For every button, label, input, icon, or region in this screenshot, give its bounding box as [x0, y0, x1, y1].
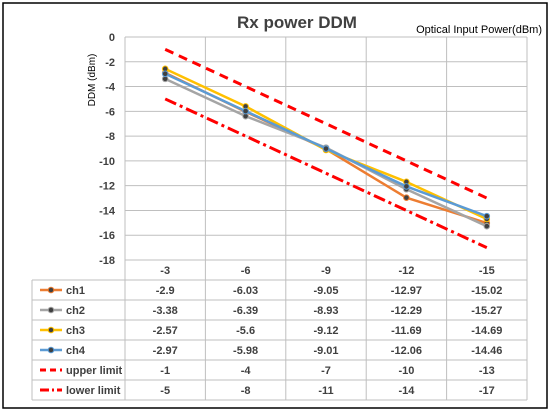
- legend-label: ch1: [66, 285, 85, 297]
- table-cell: -6.03: [233, 285, 258, 297]
- y-tick-labels: 0 -2 -4 -6 -8 -10 -12 -14 -16 -18: [99, 32, 116, 267]
- data-point: [403, 183, 410, 190]
- table-cell: -8.93: [313, 305, 338, 317]
- table-cell: -10: [398, 365, 414, 377]
- y-tick-label: -2: [105, 57, 115, 69]
- table-cell: -14.69: [471, 325, 502, 337]
- data-point: [403, 194, 410, 201]
- legend-label: upper limit: [66, 365, 123, 377]
- table-cell: -13: [479, 365, 495, 377]
- y-tick-label: -10: [99, 156, 115, 168]
- table-cell: -2.97: [153, 345, 178, 357]
- y-tick-label: -8: [105, 131, 115, 143]
- table-cell: -9.05: [313, 285, 338, 297]
- table-cell: -5.98: [233, 345, 258, 357]
- table-cell: -8: [241, 385, 251, 397]
- table-cell: -4: [241, 365, 252, 377]
- y-tick-label: -18: [99, 255, 115, 267]
- table-cell: -9.01: [313, 345, 338, 357]
- legend-key-marker: [47, 326, 55, 334]
- series-lines: [161, 48, 491, 249]
- table-cell: -5: [160, 385, 170, 397]
- table-cell: -12.97: [391, 285, 422, 297]
- x-tick-label: -3: [160, 265, 170, 277]
- data-point: [483, 212, 491, 220]
- table-cell: -3.38: [153, 305, 178, 317]
- legend-key-marker: [47, 346, 55, 354]
- legend-key-marker: [47, 286, 55, 294]
- table-cell: -17: [479, 385, 495, 397]
- y-axis-label: DDM (dBm): [87, 54, 98, 107]
- table-cell: -12.06: [391, 345, 422, 357]
- table-cell: -7: [321, 365, 331, 377]
- legend-label: lower limit: [66, 385, 121, 397]
- y-tick-label: 0: [109, 32, 115, 44]
- table-cell: -1: [160, 365, 170, 377]
- x-axis-label: Optical Input Power(dBm): [416, 24, 542, 36]
- x-tick-label: -12: [398, 265, 414, 277]
- y-tick-label: -14: [99, 205, 116, 217]
- table-cell: -11.69: [391, 325, 422, 337]
- table-cell: -14: [398, 385, 415, 397]
- table-cell: -15.27: [471, 305, 502, 317]
- legend-key-marker: [47, 306, 55, 314]
- data-point: [161, 70, 169, 78]
- y-tick-label: -12: [99, 181, 115, 193]
- table-cell: -12.29: [391, 305, 422, 317]
- legend-label: ch2: [66, 305, 85, 317]
- table-cell: -6.39: [233, 305, 258, 317]
- chart-title: Rx power DDM: [237, 13, 357, 32]
- table-cell: -15.02: [471, 285, 502, 297]
- series-line-lower-limit: [164, 97, 488, 249]
- x-tick-label: -9: [321, 265, 331, 277]
- table-cell: -2.9: [156, 285, 175, 297]
- table-cell: -14.46: [471, 345, 502, 357]
- table-cell: -9.12: [313, 325, 338, 337]
- legend-label: ch4: [66, 345, 86, 357]
- data-point: [242, 107, 249, 115]
- x-tick-label: -15: [479, 265, 495, 277]
- y-tick-label: -16: [99, 230, 115, 242]
- data-point: [483, 222, 491, 230]
- data-point: [322, 145, 330, 152]
- table-cell: -2.57: [153, 325, 178, 337]
- y-tick-label: -4: [105, 82, 116, 94]
- x-tick-label: -6: [241, 265, 251, 277]
- y-tick-label: -6: [105, 106, 115, 118]
- data-table: -3 -6 -9 -12 -15 ch1 -2.9 -6.03 -9.05 -12.97 -15.0…: [31, 259, 527, 401]
- table-cell: -5.6: [236, 325, 255, 337]
- legend-label: ch3: [66, 325, 85, 337]
- table-cell: -11: [318, 385, 333, 397]
